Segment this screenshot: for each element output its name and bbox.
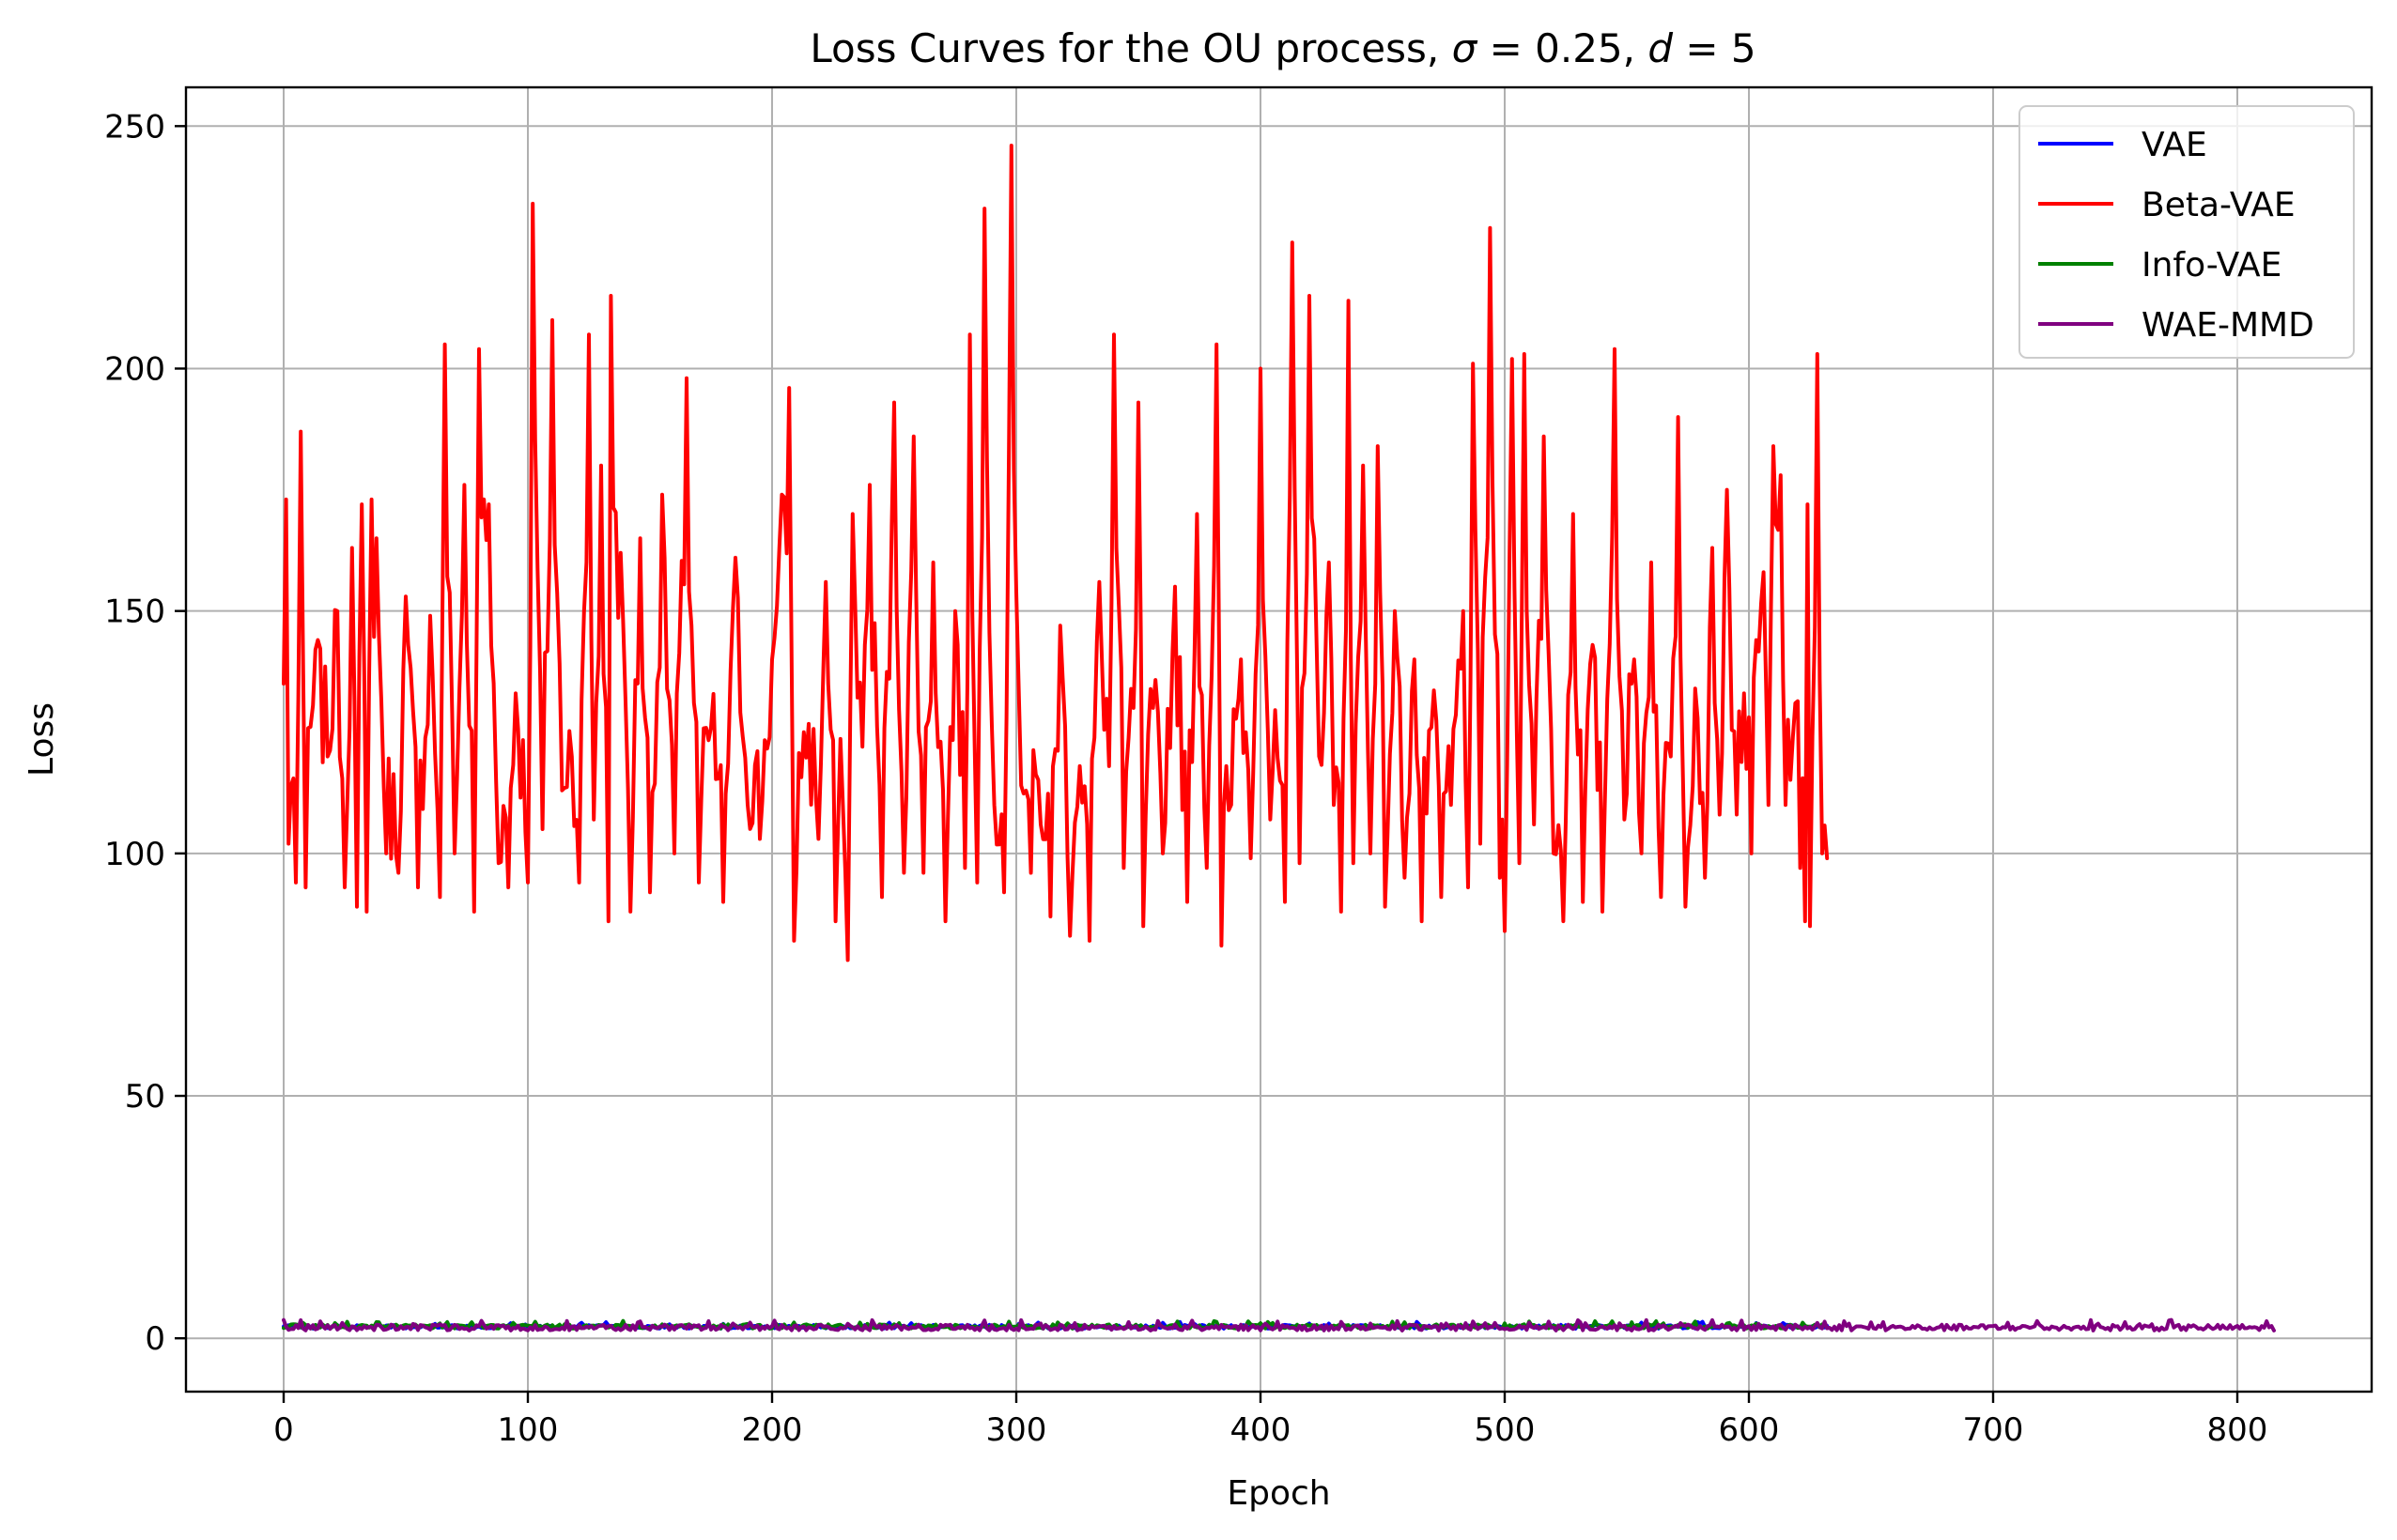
series-line-beta-vae	[282, 144, 1830, 962]
legend-box	[2018, 105, 2355, 359]
series-line-wae-mmd	[282, 1317, 2276, 1332]
legend-label: Beta-VAE	[2142, 186, 2296, 224]
x-axis-label: Epoch	[1227, 1474, 1330, 1513]
title-part: = 5	[1673, 25, 1756, 71]
axis-ticks: 0 100 200 300 400 500 600 700 800 0 50 100 150 200 250	[104, 108, 2267, 1449]
x-tick-label: 700	[1963, 1411, 2024, 1449]
legend-label: VAE	[2142, 126, 2207, 164]
plot-frame	[184, 85, 2374, 1394]
y-axis-label: Loss	[23, 702, 61, 777]
y-tick-label: 250	[104, 108, 165, 146]
legend: VAE Beta-VAE Info-VAE WAE-MMD	[2018, 105, 2355, 359]
x-tick-label: 400	[1230, 1411, 1291, 1449]
x-tick-label: 600	[1719, 1411, 1780, 1449]
title-part: Loss Curves for the OU process,	[810, 25, 1451, 71]
y-tick-label: 0	[145, 1320, 165, 1358]
x-tick-label: 500	[1475, 1411, 1536, 1449]
x-tick-label: 100	[498, 1411, 559, 1449]
title-part: d	[1647, 25, 1673, 71]
y-tick-label: 150	[104, 593, 165, 631]
legend-label: WAE-MMD	[2142, 306, 2314, 345]
y-tick-label: 100	[104, 836, 165, 873]
y-tick-label: 200	[104, 350, 165, 388]
chart-title: Loss Curves for the OU process, σ = 0.25…	[810, 25, 1755, 71]
x-tick-label: 300	[986, 1411, 1047, 1449]
x-tick-label: 0	[273, 1411, 294, 1449]
title-part: σ	[1452, 25, 1478, 71]
title-part: = 0.25,	[1477, 25, 1647, 71]
legend-label: Info-VAE	[2142, 246, 2281, 285]
plot-series	[282, 144, 2276, 1332]
x-tick-label: 800	[2207, 1411, 2268, 1449]
y-tick-label: 50	[125, 1078, 165, 1116]
x-tick-label: 200	[742, 1411, 803, 1449]
